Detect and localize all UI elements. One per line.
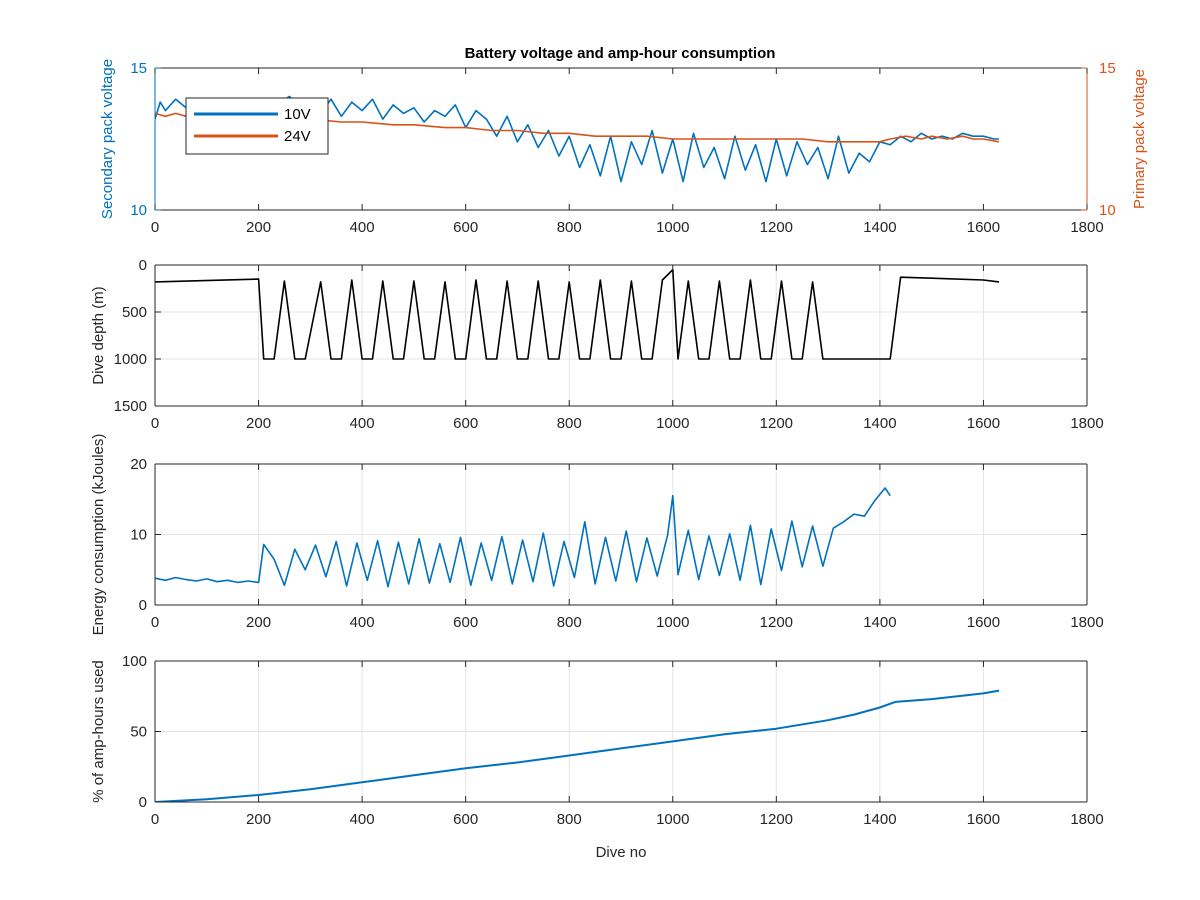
x-tick-label: 800 bbox=[557, 219, 582, 236]
plots: 0 200 400 600 800 1000 1200 1400 1600 18001015101… bbox=[90, 59, 1148, 861]
x-tick-label: 1600 bbox=[967, 219, 1000, 236]
x-tick-label: 1800 bbox=[1070, 614, 1103, 631]
x-tick-label: 1200 bbox=[760, 811, 793, 828]
series-line-amphours-0 bbox=[155, 689, 1000, 802]
y-tick-label: 0 bbox=[139, 597, 147, 614]
x-tick-label: 1600 bbox=[967, 415, 1000, 432]
x-tick-label: 1800 bbox=[1070, 219, 1103, 236]
figure-title: Battery voltage and amp-hour consumption bbox=[465, 45, 776, 62]
x-tick-label: 1800 bbox=[1070, 415, 1103, 432]
x-tick-label: 1000 bbox=[656, 614, 689, 631]
y-tick-label: 10 bbox=[130, 202, 147, 219]
x-tick-label: 400 bbox=[350, 415, 375, 432]
panel-amphours: 0 200 400 600 800 1000 1200 1400 1600 1800 0 50 100%… bbox=[90, 653, 1104, 861]
panel-energy: 0 200 400 600 800 1000 1200 1400 1600 1800 0 10 20 En… bbox=[90, 434, 1104, 636]
y-tick-label: 500 bbox=[122, 304, 147, 321]
legend-label-10V: 10V bbox=[284, 106, 311, 123]
x-tick-label: 1200 bbox=[760, 614, 793, 631]
y-tick-label: 100 bbox=[122, 653, 147, 670]
x-tick-label: 200 bbox=[246, 614, 271, 631]
x-axis-label: Dive no bbox=[596, 844, 647, 861]
x-tick-label: 1800 bbox=[1070, 811, 1103, 828]
x-tick-label: 1000 bbox=[656, 415, 689, 432]
y-tick-label: 20 bbox=[130, 456, 147, 473]
y-axis-label-amphours: % of amp-hours used bbox=[90, 660, 107, 803]
y-axis-label-voltage: Secondary pack voltage bbox=[99, 59, 116, 219]
y-tick-label: 0 bbox=[139, 257, 147, 274]
x-tick-label: 1200 bbox=[760, 219, 793, 236]
y-tick-label-right: 10 bbox=[1099, 202, 1116, 219]
series-line-depth-0 bbox=[155, 268, 1000, 360]
x-tick-label: 400 bbox=[350, 614, 375, 631]
y-axis-label-right-voltage: Primary pack voltage bbox=[1131, 69, 1148, 209]
x-tick-label: 1600 bbox=[967, 811, 1000, 828]
x-tick-label: 1400 bbox=[863, 415, 896, 432]
plot-area-depth bbox=[155, 265, 1087, 406]
panel-voltage: 0 200 400 600 800 1000 1200 1400 1600 18001015101… bbox=[99, 59, 1148, 236]
x-tick-label: 200 bbox=[246, 811, 271, 828]
x-tick-label: 600 bbox=[453, 415, 478, 432]
x-tick-label: 1200 bbox=[760, 415, 793, 432]
x-tick-label: 1000 bbox=[656, 811, 689, 828]
x-tick-label: 400 bbox=[350, 219, 375, 236]
y-tick-label: 0 bbox=[139, 794, 147, 811]
x-tick-label: 600 bbox=[453, 614, 478, 631]
x-tick-label: 800 bbox=[557, 614, 582, 631]
x-tick-label: 1400 bbox=[863, 219, 896, 236]
x-tick-label: 400 bbox=[350, 811, 375, 828]
y-axis-label-energy: Energy consumption (kJoules) bbox=[90, 434, 107, 636]
y-tick-label: 1000 bbox=[114, 351, 147, 368]
series-line-voltage-10V bbox=[155, 95, 999, 183]
x-tick-label: 1000 bbox=[656, 219, 689, 236]
x-tick-label: 800 bbox=[557, 811, 582, 828]
x-tick-label: 800 bbox=[557, 415, 582, 432]
y-tick-label: 1500 bbox=[114, 398, 147, 415]
series-line-energy-0 bbox=[155, 487, 891, 588]
x-tick-label: 1400 bbox=[863, 614, 896, 631]
x-tick-label: 600 bbox=[453, 811, 478, 828]
x-tick-label: 0 bbox=[151, 415, 159, 432]
x-tick-label: 1400 bbox=[863, 811, 896, 828]
x-tick-label: 0 bbox=[151, 614, 159, 631]
legend-box bbox=[185, 97, 329, 155]
legend-label-24V: 24V bbox=[284, 128, 311, 145]
x-tick-label: 600 bbox=[453, 219, 478, 236]
y-tick-label-right: 15 bbox=[1099, 60, 1116, 77]
x-tick-label: 200 bbox=[246, 219, 271, 236]
y-tick-label: 50 bbox=[130, 724, 147, 741]
y-tick-label: 10 bbox=[130, 527, 147, 544]
y-axis-label-depth: Dive depth (m) bbox=[90, 286, 107, 384]
x-tick-label: 1600 bbox=[967, 614, 1000, 631]
x-tick-label: 0 bbox=[151, 811, 159, 828]
panel-depth: 0 200 400 600 800 1000 1200 1400 1600 1800 0 500 100… bbox=[90, 257, 1104, 432]
y-tick-label: 15 bbox=[130, 60, 147, 77]
x-tick-label: 200 bbox=[246, 415, 271, 432]
x-tick-label: 0 bbox=[151, 219, 159, 236]
